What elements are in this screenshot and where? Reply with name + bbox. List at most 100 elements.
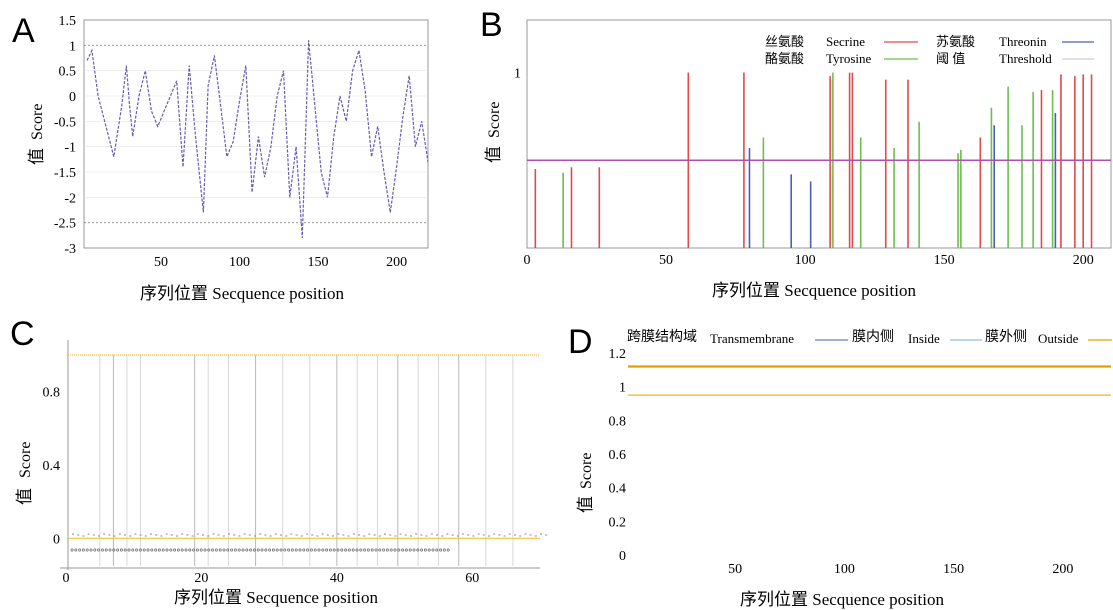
panel-c-residue-dot [260, 548, 264, 552]
panel-a-letter: A [12, 12, 35, 50]
panel-c-residue-dot [100, 548, 104, 552]
panel-a-x-tick-label: 150 [308, 255, 329, 270]
panel-c-residue-dot [226, 548, 230, 552]
panel-c-residue-dot [306, 548, 310, 552]
panel-c-residue-dot [256, 548, 260, 552]
panel-c-vertical-markers [99, 355, 514, 566]
panel-b-ylabel-cn: 值 [484, 146, 503, 163]
panel-d-ylabel-en: Score [578, 453, 595, 489]
panel-d-y-tick-label: 1.2 [609, 347, 627, 362]
panel-d-xlabel: 序列位置 Secquence position [740, 590, 944, 609]
panel-c-residue-dot [214, 548, 218, 552]
panel-c-residue-dot [336, 548, 340, 552]
panel-c-residue-dot [211, 548, 215, 552]
panel-b-x-tick-label: 0 [524, 253, 531, 268]
panel-c-residue-dot [321, 548, 325, 552]
panel-d: D 跨膜结构域 Transmembrane 膜内侧 Inside 膜外侧 Out… [568, 323, 1112, 609]
panel-c-residue-dot [283, 548, 287, 552]
panel-c-residue-dot [439, 548, 443, 552]
panel-c-residue-dot [268, 548, 272, 552]
panel-d-x-ticks: 50 100 150 200 [728, 562, 1073, 577]
panel-c-residue-dot [230, 548, 234, 552]
panel-a-score-line [86, 40, 429, 238]
panel-c-residue-dot [298, 548, 302, 552]
panel-c-residue-dot [347, 548, 351, 552]
panel-a-y-tick-label: 0.5 [59, 65, 77, 80]
panel-c-residue-dot [78, 548, 82, 552]
panel-b-y-ticks: 1 [514, 67, 521, 82]
panel-c-letter: C [10, 315, 35, 353]
panel-c-residue-dot [218, 548, 222, 552]
legend-serine-en: Secrine [826, 34, 865, 49]
panel-c-residue-dot [237, 548, 241, 552]
legend-transmembrane-cn: 跨膜结构域 [627, 329, 697, 345]
panel-c-residue-dot [366, 548, 370, 552]
panel-c-residue-dot [412, 548, 416, 552]
panel-c-residue-dot [161, 548, 165, 552]
panel-c-residue-dot [401, 548, 405, 552]
legend-tyrosine-cn: 酪氨酸 [765, 51, 804, 66]
panel-d-y-tick-label: 0 [619, 549, 626, 564]
panel-a-y-tick-label: 1.5 [59, 14, 77, 29]
legend-outside-en: Outside [1038, 331, 1079, 346]
panel-c-residue-dot [370, 548, 374, 552]
panel-c-residue-dot [264, 548, 268, 552]
panel-c-residue-dot [142, 548, 146, 552]
panel-d-legend: 跨膜结构域 Transmembrane 膜内侧 Inside 膜外侧 Outsi… [627, 329, 1112, 346]
panel-c-residue-dot [184, 548, 188, 552]
panel-d-x-tick-label: 150 [943, 562, 964, 577]
panel-c-residue-dot [233, 548, 237, 552]
panel-c-residue-dot [146, 548, 150, 552]
panel-c-residue-dot [199, 548, 203, 552]
panel-a-x-ticks: 50 100 150 200 [154, 255, 407, 270]
legend-tyrosine-en: Tyrosine [826, 51, 872, 66]
panel-b-x-ticks: 0 50 100 150 200 [524, 253, 1094, 268]
panel-d-y-tick-label: 0.4 [609, 482, 627, 497]
panel-c-residue-dot [427, 548, 431, 552]
panel-d-x-tick-label: 200 [1052, 562, 1073, 577]
panel-c-residue-dot [157, 548, 161, 552]
panel-c-residue-dot [207, 548, 211, 552]
panel-a-y-tick-label: -2 [64, 191, 76, 206]
panel-c-ylabel-cn: 值 [15, 488, 34, 505]
panel-c-residue-dot [74, 548, 78, 552]
panel-c-residue-dot [325, 548, 329, 552]
panel-c-residue-dot [378, 548, 382, 552]
panel-c-residue-dot [420, 548, 424, 552]
panel-c-residue-dot [97, 548, 101, 552]
panel-d-y-tick-label: 0.6 [609, 448, 627, 463]
panel-c-residue-dot [302, 548, 306, 552]
panel-d-y-tick-label: 0.2 [609, 515, 627, 530]
panel-c-residue-dot [317, 548, 321, 552]
panel-b-xlabel: 序列位置 Secquence position [712, 281, 916, 300]
panel-d-letter: D [568, 323, 593, 361]
panel-d-y-tick-label: 1 [619, 381, 626, 396]
panel-c-residue-dot [173, 548, 177, 552]
panel-a: A 1.5 1 0.5 0 -0.5 -1 -1.5 -2 -2.5 -3 50 100 150 200… [12, 12, 429, 303]
panel-a-y-tick-label: 1 [69, 39, 76, 54]
panel-c-residue-dot [123, 548, 127, 552]
panel-c-residue-dot [332, 548, 336, 552]
panel-c-residue-dot [192, 548, 196, 552]
panel-c-residue-dot [397, 548, 401, 552]
panel-d-x-tick-label: 100 [834, 562, 855, 577]
panel-c-residue-dot [363, 548, 367, 552]
legend-threonine-en: Threonin [999, 34, 1047, 49]
panel-c-residue-dot [245, 548, 249, 552]
panel-c-residue-dot [131, 548, 135, 552]
panel-c-residue-dot [355, 548, 359, 552]
panel-c-residue-dot [241, 548, 245, 552]
panel-c-residue-dot [328, 548, 332, 552]
panel-a-x-tick-label: 100 [229, 255, 250, 270]
panel-c-reference-lines [68, 354, 540, 539]
legend-inside-cn: 膜内侧 [852, 329, 894, 345]
panel-c-y-tick-label: 0.8 [43, 386, 61, 401]
panel-a-y-tick-label: -0.5 [54, 115, 76, 130]
panel-c-residue-dot [389, 548, 393, 552]
panel-c-residue-dot [309, 548, 313, 552]
panel-c-y-tick-label: 0 [53, 532, 60, 547]
panel-a-x-tick-label: 50 [154, 255, 168, 270]
panel-c-residue-dot [150, 548, 154, 552]
panel-c-residue-dot [249, 548, 253, 552]
panel-a-y-tick-label: -1 [64, 141, 76, 156]
